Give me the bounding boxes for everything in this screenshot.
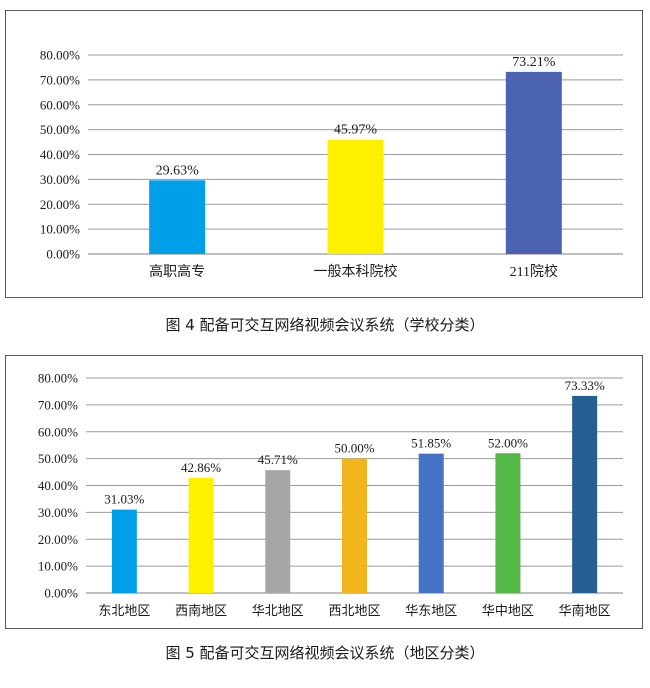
- data-label: 31.03%: [104, 492, 144, 507]
- bar: [265, 470, 291, 593]
- x-tick-label: 华北地区: [252, 603, 304, 618]
- y-tick-label: 50.00%: [40, 122, 80, 137]
- data-label: 52.00%: [488, 435, 528, 450]
- chart-caption-school: 图 4 配备可交互网络视频会议系统（学校分类）: [165, 316, 485, 334]
- y-tick-label: 20.00%: [38, 532, 78, 547]
- x-tick-label: 高职高专: [149, 263, 205, 280]
- x-tick-label: 一般本科院校: [314, 263, 398, 280]
- x-tick-label: 华中地区: [482, 603, 534, 618]
- y-tick-label: 10.00%: [40, 222, 80, 237]
- y-tick-label: 30.00%: [38, 505, 78, 520]
- data-label: 73.21%: [512, 55, 556, 70]
- chart-caption-region: 图 5 配备可交互网络视频会议系统（地区分类）: [165, 644, 485, 662]
- x-tick-label: 华南地区: [559, 603, 611, 618]
- data-label: 29.63%: [156, 163, 200, 178]
- bar: [572, 395, 598, 593]
- bar: [188, 477, 214, 593]
- data-label: 51.85%: [411, 436, 451, 451]
- y-tick-label: 30.00%: [40, 172, 80, 187]
- y-tick-label: 70.00%: [40, 72, 80, 87]
- y-tick-label: 60.00%: [40, 97, 80, 112]
- bar: [327, 139, 384, 254]
- bar: [149, 180, 206, 254]
- y-tick-label: 50.00%: [38, 451, 78, 466]
- data-label: 50.00%: [334, 441, 374, 456]
- y-tick-label: 20.00%: [40, 197, 80, 212]
- y-tick-label: 60.00%: [38, 424, 78, 439]
- bar: [418, 453, 444, 593]
- y-tick-label: 40.00%: [38, 478, 78, 493]
- y-tick-label: 70.00%: [38, 397, 78, 412]
- bar: [505, 71, 562, 254]
- y-tick-label: 80.00%: [38, 371, 78, 386]
- chart-frame-school: 0.00% 10.00% 20.00% 30.00% 40.00% 50.00% 60.00…: [5, 10, 643, 298]
- data-label: 45.97%: [334, 123, 378, 138]
- data-label: 42.86%: [181, 460, 221, 475]
- y-tick-label: 0.00%: [46, 247, 80, 262]
- bar: [111, 509, 137, 593]
- x-tick-label: 东北地区: [98, 603, 150, 618]
- y-tick-label: 40.00%: [40, 147, 80, 162]
- chart-frame-region: 0.00% 10.00% 20.00% 30.00% 40.00% 50.00% 60.00…: [5, 355, 643, 629]
- x-tick-label: 西南地区: [175, 603, 227, 618]
- x-tick-label: 华东地区: [405, 603, 457, 618]
- y-tick-label: 80.00%: [40, 48, 80, 63]
- bar-chart-school: 0.00% 10.00% 20.00% 30.00% 40.00% 50.00% 60.00…: [40, 48, 623, 280]
- y-tick-label: 10.00%: [38, 559, 78, 574]
- y-tick-label: 0.00%: [44, 586, 78, 601]
- data-label: 45.71%: [258, 452, 298, 467]
- data-label: 73.33%: [565, 378, 605, 393]
- bar: [495, 453, 521, 593]
- bar: [342, 458, 367, 593]
- x-tick-label: 西北地区: [328, 603, 380, 618]
- bar-chart-region: 0.00% 10.00% 20.00% 30.00% 40.00% 50.00% 60.00…: [38, 371, 623, 618]
- x-tick-label: 211院校: [510, 263, 558, 280]
